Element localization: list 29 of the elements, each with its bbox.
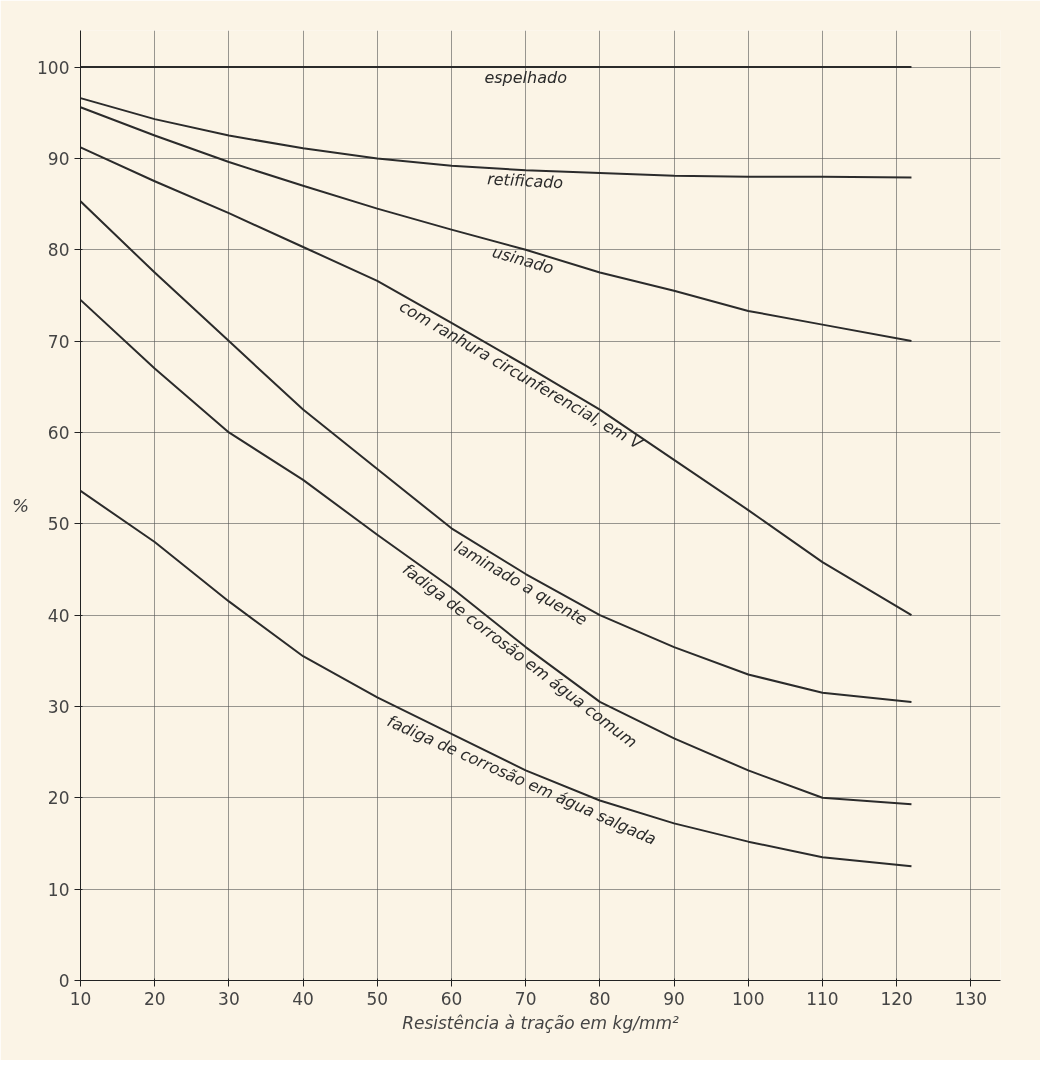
x-tick-label: 10: [69, 988, 92, 1009]
y-tick-label: 90: [47, 148, 70, 169]
y-tick-label: 40: [47, 605, 70, 626]
series-label: espelhado: [484, 68, 568, 88]
y-axis-title: %: [11, 495, 30, 516]
y-tick-label: 0: [58, 971, 70, 991]
x-tick-label: 40: [292, 988, 314, 1009]
x-tick-label: 80: [589, 988, 611, 1009]
x-tick-label: 110: [806, 988, 839, 1009]
y-tick-label: 30: [47, 696, 70, 717]
text: usinado: [490, 242, 557, 278]
y-tick-label: 10: [47, 879, 70, 900]
x-tick-label: 20: [143, 988, 166, 1009]
x-axis-title: Resistência à tração em kg/mm²: [402, 1012, 680, 1033]
y-tick-label: 80: [47, 240, 70, 261]
x-tick-label: 120: [880, 988, 913, 1009]
y-tick-label: 20: [47, 788, 70, 809]
y-tick-label: 50: [47, 514, 70, 535]
x-tick-label: 100: [732, 988, 765, 1009]
x-tick-label: 60: [440, 988, 463, 1009]
series-label: retificado: [486, 169, 564, 193]
y-tick-label: 70: [47, 331, 70, 352]
x-tick-label: 130: [954, 988, 988, 1009]
x-tick-label: 30: [218, 988, 240, 1009]
y-tick-label: 100: [37, 57, 70, 78]
x-tick-label: 50: [366, 988, 389, 1009]
x-tick-label: 90: [663, 988, 685, 1009]
y-tick-label: 60: [47, 422, 70, 443]
x-tick-label: 70: [514, 988, 537, 1009]
